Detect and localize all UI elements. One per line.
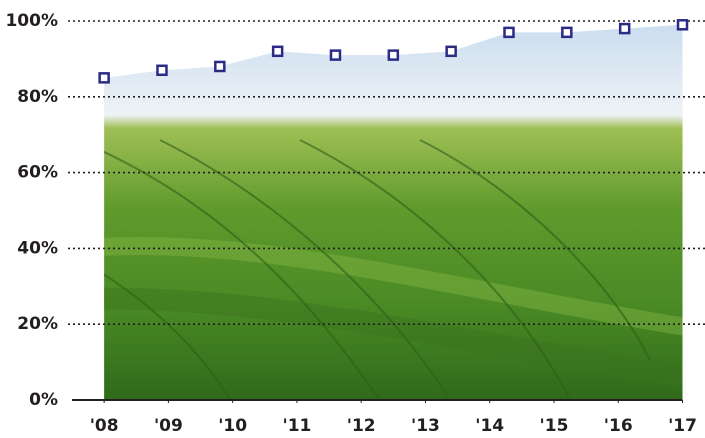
x-tick-label: '17 xyxy=(668,416,697,436)
marker xyxy=(156,64,168,77)
y-tick-label: 60% xyxy=(17,163,58,183)
x-tick-label: '13 xyxy=(411,416,440,436)
y-tick-label: 40% xyxy=(17,238,58,258)
x-tick-label: '11 xyxy=(282,416,311,436)
marker xyxy=(561,26,573,39)
marker xyxy=(503,26,515,39)
marker xyxy=(329,49,342,61)
marker xyxy=(618,22,631,35)
marker xyxy=(676,19,689,31)
y-tick-label: 20% xyxy=(17,314,58,334)
x-tick-label: '09 xyxy=(154,416,183,436)
field-texture xyxy=(104,139,683,400)
marker xyxy=(387,49,400,61)
x-tick-label: '14 xyxy=(475,416,504,436)
x-tick-label: '08 xyxy=(90,416,119,436)
area-layer xyxy=(104,24,683,400)
marker xyxy=(445,45,457,58)
x-tick-label: '15 xyxy=(540,416,569,436)
marker xyxy=(214,60,226,73)
grid-layer: 0% 20% 40% 60% 80% 100% '08 '09 '10 '11 '12 '13 '14 '… xyxy=(5,11,705,436)
y-tick-label: 100% xyxy=(5,11,58,31)
marker xyxy=(98,72,110,84)
y-tick-label: 0% xyxy=(29,390,58,410)
area xyxy=(104,24,683,400)
x-tick-label: '10 xyxy=(218,416,247,436)
x-tick-label: '12 xyxy=(347,416,376,436)
marker-layer xyxy=(98,19,689,84)
marker xyxy=(271,45,284,58)
x-tick-label: '16 xyxy=(604,416,633,436)
y-tick-label: 80% xyxy=(17,87,58,107)
